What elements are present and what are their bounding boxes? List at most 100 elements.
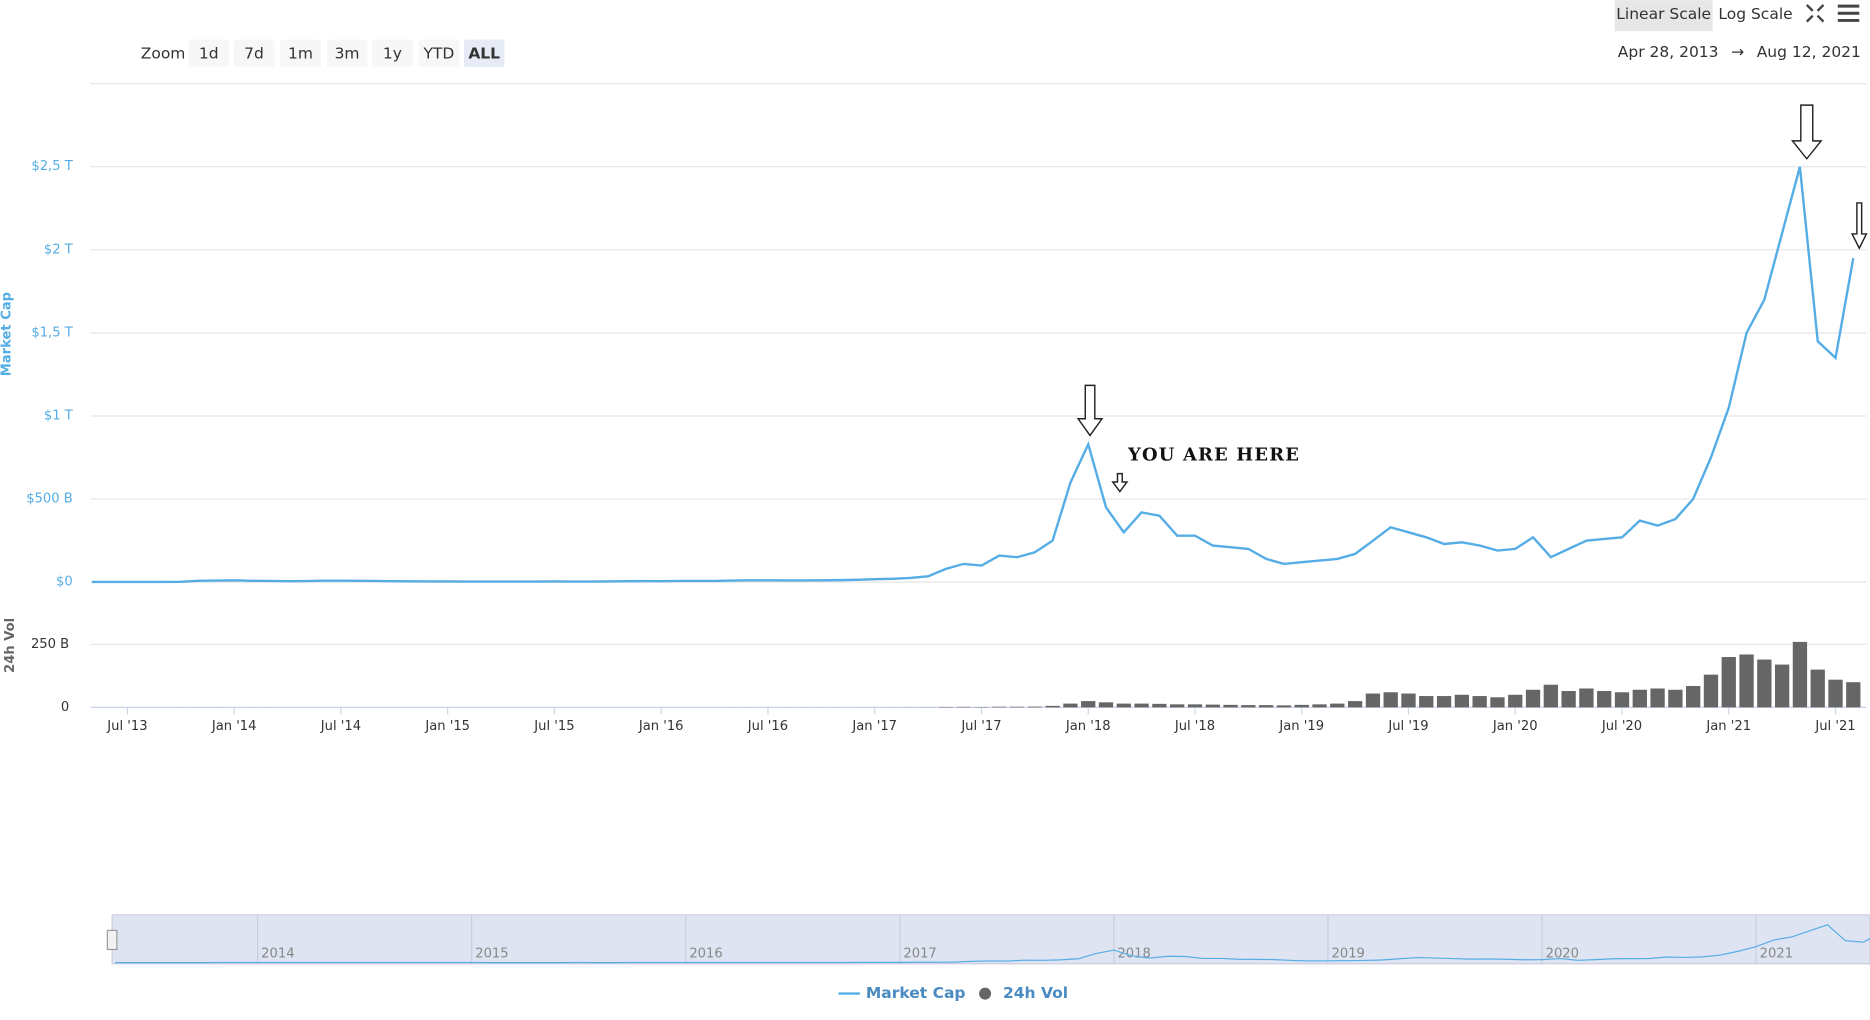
volume-bar	[1312, 704, 1327, 708]
scale-button-label[interactable]: Log Scale	[1718, 5, 1792, 23]
arrow	[1111, 472, 1129, 493]
zoom-button[interactable]	[326, 39, 368, 67]
y2-tick-label: 250 B	[31, 637, 69, 652]
arrows	[1076, 104, 1868, 493]
zoom-label: Zoom	[141, 44, 186, 62]
volume-bar	[1846, 682, 1861, 708]
volume-bar	[1828, 679, 1843, 708]
volume-bar	[1632, 689, 1647, 708]
volume-bar	[1525, 689, 1541, 708]
zoom-button[interactable]	[188, 39, 229, 67]
range-separator: →	[1731, 43, 1744, 61]
volume-bar	[1223, 704, 1238, 708]
zoom-button-label[interactable]: 3m	[335, 44, 360, 62]
volume-bar	[1401, 693, 1416, 708]
x-tick-label: Jan '20	[1492, 719, 1538, 734]
volume-bar	[1383, 692, 1398, 708]
zoom-button[interactable]	[372, 39, 413, 67]
volume-bar	[1009, 706, 1025, 708]
x-tick-label: Jul '19	[1387, 719, 1428, 734]
arrow	[1850, 202, 1868, 250]
zoom-button[interactable]	[280, 39, 321, 67]
toolbar: Zoom 1d 7d 1m 3m 1y YTD ALL Linear Scale Log Scal…	[141, 0, 1861, 67]
volume-bar	[1027, 706, 1042, 708]
y-tick-label: $1 T	[44, 408, 74, 423]
scale-button[interactable]	[1714, 0, 1797, 32]
volume-bar	[1703, 674, 1719, 708]
menu-icon[interactable]	[1837, 4, 1860, 22]
zoom-button-label[interactable]: YTD	[422, 44, 454, 62]
x-tick-label: Jul '14	[320, 719, 361, 734]
volume-bar	[1774, 664, 1790, 708]
volume-bar	[1721, 657, 1736, 708]
navigator-label: 2014	[261, 947, 294, 962]
volume-bar	[1241, 705, 1256, 708]
volume-bar	[1152, 703, 1167, 708]
volume-bar	[1436, 696, 1452, 708]
volume-bar	[1561, 691, 1576, 708]
zoom-button[interactable]	[233, 39, 275, 67]
zoom-button-label[interactable]: ALL	[468, 44, 500, 62]
volume-bar	[1365, 693, 1381, 708]
volume-bar	[1792, 641, 1808, 708]
navigator-handle[interactable]	[106, 929, 118, 951]
zoom-button-label[interactable]: 7d	[244, 44, 264, 62]
volume-bar	[1757, 659, 1772, 708]
navigator-bg[interactable]	[111, 914, 1870, 965]
fullscreen-icon[interactable]	[1805, 4, 1825, 23]
y-tick-label: $2 T	[44, 242, 74, 257]
legend-symbol	[979, 987, 992, 1000]
x-tick-label: Jul '13	[106, 719, 147, 734]
y-axis-title: Market Cap	[0, 292, 15, 376]
market-cap-line	[91, 166, 1855, 584]
legend-entry[interactable]: 24h Vol	[1003, 984, 1068, 1002]
volume-bar	[956, 706, 971, 708]
y-tick-label: $1,5 T	[31, 325, 73, 340]
x-tick-label: Jul '17	[960, 719, 1001, 734]
navigator-label: 2019	[1332, 947, 1365, 962]
volume-bar	[1063, 703, 1078, 708]
volume-bar	[1205, 704, 1220, 708]
arrow	[1076, 384, 1104, 437]
legend-entry[interactable]: Market Cap	[866, 984, 966, 1002]
navigator-line	[114, 924, 1870, 964]
x-tick-label: Jan '14	[211, 719, 257, 734]
x-tick-label: Jul '21	[1814, 719, 1855, 734]
zoom-button-label[interactable]: 1y	[383, 44, 402, 62]
arrow	[1790, 104, 1823, 160]
volume-bar	[992, 706, 1007, 708]
y-tick-label: $2,5 T	[31, 159, 73, 174]
volume-bar	[1810, 669, 1825, 708]
zoom-button-label[interactable]: 1d	[199, 44, 219, 62]
volume-bar	[1454, 694, 1470, 708]
range-from: Apr 28, 2013	[1618, 43, 1719, 61]
volume-bar	[1686, 685, 1701, 708]
navigator-label: 2017	[903, 947, 936, 962]
navigator-label: 2016	[689, 947, 722, 962]
y2-tick-label: 0	[61, 700, 69, 715]
navigator-label: 2020	[1546, 947, 1579, 962]
volume-bar	[1098, 702, 1114, 708]
legend: Market Cap 24h Vol	[838, 984, 1068, 1002]
volume-bar	[1258, 705, 1274, 708]
navigator: 2014 2015 2016 2017 2018 2019 2020 2021	[106, 914, 1870, 965]
volume-bar	[1347, 701, 1363, 708]
scale-button[interactable]	[1614, 0, 1713, 32]
navigator-label: 2018	[1117, 947, 1150, 962]
x-tick-label: Jan '18	[1065, 719, 1111, 734]
scale-button-label[interactable]: Linear Scale	[1616, 5, 1711, 23]
zoom-button-label[interactable]: 1m	[288, 44, 313, 62]
y-tick-label: $0	[56, 575, 73, 590]
volume-bar	[1134, 703, 1149, 708]
navigator-label: 2015	[475, 947, 508, 962]
volume-bar	[1508, 694, 1523, 708]
x-tick-label: Jan '21	[1705, 719, 1751, 734]
volume-bar	[1579, 688, 1594, 708]
volume-bar	[1472, 696, 1487, 708]
zoom-button[interactable]	[418, 39, 460, 67]
volume-bar	[1276, 705, 1292, 708]
x-tick-label: Jul '20	[1601, 719, 1642, 734]
zoom-button[interactable]	[463, 39, 505, 67]
x-tick-label: Jul '15	[533, 719, 574, 734]
